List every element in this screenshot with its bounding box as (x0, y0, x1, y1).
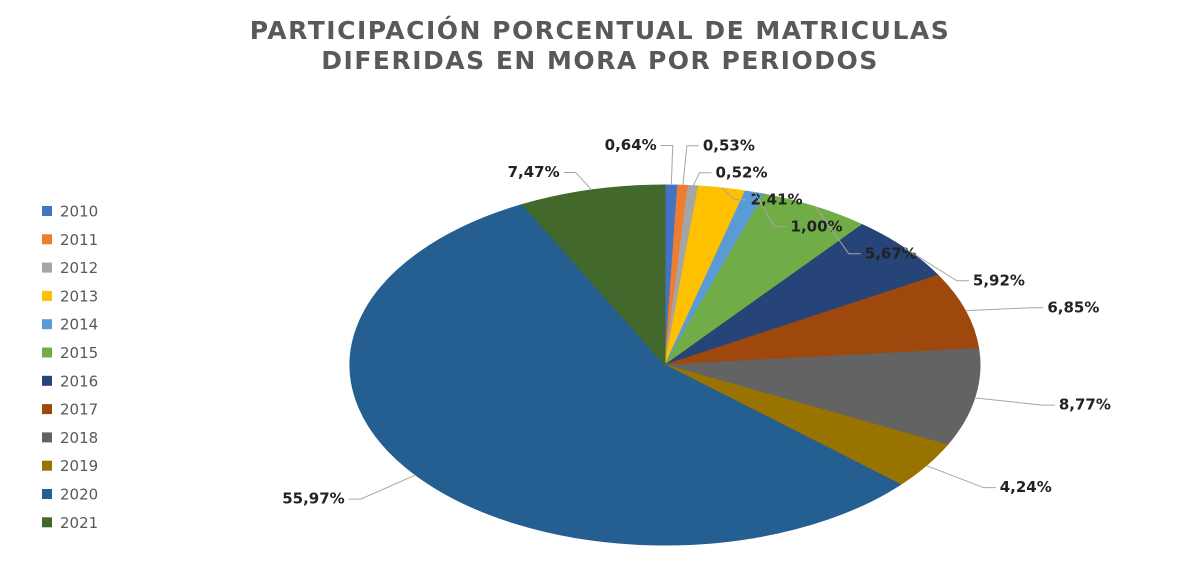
legend-swatch (42, 347, 52, 358)
leader-line (974, 397, 1055, 406)
data-label: 6,85% (1047, 298, 1099, 316)
leader-line (926, 465, 996, 489)
data-label: 8,77% (1059, 396, 1111, 414)
leader-line (754, 192, 787, 228)
legend-swatch (42, 206, 52, 216)
data-label: 4,24% (1000, 478, 1052, 496)
legend-label: 2020 (60, 486, 98, 504)
legend-swatch (42, 262, 52, 273)
data-label: 5,92% (973, 271, 1025, 289)
legend-label: 2013 (60, 287, 98, 305)
legend-label: 2015 (60, 344, 98, 362)
legend-label: 2017 (60, 401, 98, 419)
data-label: 0,52% (715, 163, 767, 181)
legend-label: 2018 (60, 429, 98, 447)
legend-swatch (42, 290, 52, 301)
legend-swatch (42, 517, 52, 528)
data-label: 5,67% (865, 244, 917, 262)
data-label: 7,47% (508, 163, 560, 181)
data-label: 0,53% (703, 136, 755, 154)
legend-label: 2021 (60, 514, 98, 532)
leader-line (660, 144, 674, 186)
data-label: 55,97% (282, 490, 344, 508)
data-label: 0,64% (605, 136, 657, 154)
legend-label: 2014 (60, 316, 98, 334)
legend-swatch (42, 375, 52, 386)
data-label: 1,00% (791, 217, 843, 235)
leader-line (563, 171, 593, 191)
leader-line (692, 172, 712, 186)
legend-swatch (42, 234, 52, 245)
leader-line (965, 307, 1044, 312)
legend-label: 2019 (60, 457, 98, 475)
pie-slice (349, 203, 902, 546)
legend-label: 2016 (60, 372, 98, 390)
leader-line (348, 474, 416, 500)
chart-title: DIFERIDAS EN MORA POR PERIODOS (321, 46, 878, 75)
legend-label: 2011 (60, 231, 98, 249)
legend-swatch (42, 460, 52, 471)
legend-swatch (42, 319, 52, 330)
leader-line (721, 187, 747, 201)
leader-line (904, 247, 969, 282)
legend-swatch (42, 432, 52, 443)
chart-title: PARTICIPACIÓN PORCENTUAL DE MATRICULAS (250, 15, 951, 45)
legend-swatch (42, 489, 52, 499)
legend-label: 2012 (60, 259, 98, 277)
data-label: 2,41% (751, 190, 803, 208)
leader-line (815, 206, 861, 255)
leader-line (682, 145, 699, 186)
legend-swatch (42, 404, 52, 415)
legend-label: 2010 (60, 203, 98, 221)
